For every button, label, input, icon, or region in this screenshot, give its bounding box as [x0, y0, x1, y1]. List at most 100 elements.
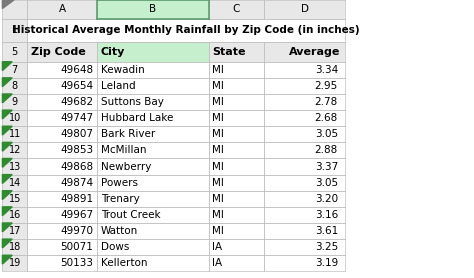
Bar	[264, 78, 345, 94]
Bar	[27, 126, 97, 142]
Text: 1: 1	[12, 25, 18, 35]
Text: 49648: 49648	[60, 65, 93, 75]
Polygon shape	[2, 158, 12, 167]
Bar	[97, 78, 209, 94]
Bar	[264, 0, 345, 19]
Text: Leland: Leland	[101, 81, 136, 91]
Bar	[2, 191, 27, 207]
Polygon shape	[2, 175, 12, 183]
Bar	[97, 158, 209, 175]
Text: Kewadin: Kewadin	[101, 65, 145, 75]
Bar	[2, 42, 27, 62]
Polygon shape	[2, 255, 12, 264]
Bar	[209, 142, 264, 158]
Text: 2.78: 2.78	[315, 97, 338, 107]
Polygon shape	[2, 110, 12, 119]
Text: B: B	[149, 4, 156, 14]
Text: C: C	[233, 4, 240, 14]
Text: IA: IA	[212, 242, 222, 252]
Polygon shape	[2, 78, 12, 87]
Bar	[97, 94, 209, 110]
Text: 17: 17	[9, 226, 21, 236]
Polygon shape	[2, 0, 14, 9]
Text: Dows: Dows	[101, 242, 129, 252]
Text: 2.68: 2.68	[315, 113, 338, 123]
Text: MI: MI	[212, 145, 224, 155]
Bar	[209, 239, 264, 255]
Text: McMillan: McMillan	[101, 145, 146, 155]
Bar	[209, 94, 264, 110]
Text: 5: 5	[11, 47, 18, 57]
Text: 3.37: 3.37	[315, 162, 338, 172]
Bar	[2, 239, 27, 255]
Bar	[209, 223, 264, 239]
Bar	[209, 126, 264, 142]
Text: 49891: 49891	[60, 194, 93, 204]
Text: 18: 18	[9, 242, 21, 252]
Bar	[97, 223, 209, 239]
Bar	[27, 110, 97, 126]
Text: 15: 15	[9, 194, 21, 204]
Text: 49654: 49654	[60, 81, 93, 91]
Text: MI: MI	[212, 162, 224, 172]
Text: MI: MI	[212, 178, 224, 188]
Text: 3.34: 3.34	[315, 65, 338, 75]
Bar	[264, 110, 345, 126]
Polygon shape	[2, 126, 12, 135]
Bar	[2, 207, 27, 223]
Bar	[2, 19, 27, 42]
Bar	[2, 142, 27, 158]
Bar	[209, 42, 264, 62]
Text: Average: Average	[289, 47, 340, 57]
Text: 3.20: 3.20	[315, 194, 338, 204]
Polygon shape	[2, 207, 12, 216]
Polygon shape	[2, 142, 12, 151]
Bar	[27, 0, 97, 19]
Bar	[27, 142, 97, 158]
Bar	[97, 255, 209, 271]
Text: 3.61: 3.61	[315, 226, 338, 236]
Text: Trout Creek: Trout Creek	[101, 210, 161, 220]
Bar	[27, 175, 97, 191]
Bar	[27, 62, 97, 78]
Text: 50133: 50133	[60, 258, 93, 268]
Bar	[27, 191, 97, 207]
Text: 8: 8	[12, 81, 18, 91]
Text: 7: 7	[11, 65, 18, 75]
Text: 3.19: 3.19	[315, 258, 338, 268]
Text: Newberry: Newberry	[101, 162, 151, 172]
Text: 9: 9	[12, 97, 18, 107]
Text: 3.16: 3.16	[315, 210, 338, 220]
Bar	[27, 239, 97, 255]
Text: Powers: Powers	[101, 178, 138, 188]
Bar	[27, 223, 97, 239]
Text: MI: MI	[212, 226, 224, 236]
Bar	[97, 175, 209, 191]
Text: Zip Code: Zip Code	[31, 47, 86, 57]
Text: 49807: 49807	[60, 129, 93, 139]
Bar	[97, 142, 209, 158]
Text: 12: 12	[9, 145, 21, 155]
Text: A: A	[58, 4, 66, 14]
Bar	[2, 0, 27, 19]
Polygon shape	[2, 62, 12, 71]
Bar	[264, 42, 345, 62]
Bar	[27, 158, 97, 175]
Bar	[97, 42, 209, 62]
Text: 3.25: 3.25	[315, 242, 338, 252]
Bar	[2, 223, 27, 239]
Text: 11: 11	[9, 129, 21, 139]
Polygon shape	[2, 191, 12, 200]
Bar	[97, 191, 209, 207]
Bar	[97, 126, 209, 142]
Text: 13: 13	[9, 162, 21, 172]
Text: 49970: 49970	[60, 226, 93, 236]
Text: Kellerton: Kellerton	[101, 258, 147, 268]
Bar	[209, 0, 264, 19]
Bar	[27, 207, 97, 223]
Bar	[264, 255, 345, 271]
Bar	[209, 158, 264, 175]
Text: 49682: 49682	[60, 97, 93, 107]
Bar	[27, 94, 97, 110]
Bar	[27, 19, 345, 42]
